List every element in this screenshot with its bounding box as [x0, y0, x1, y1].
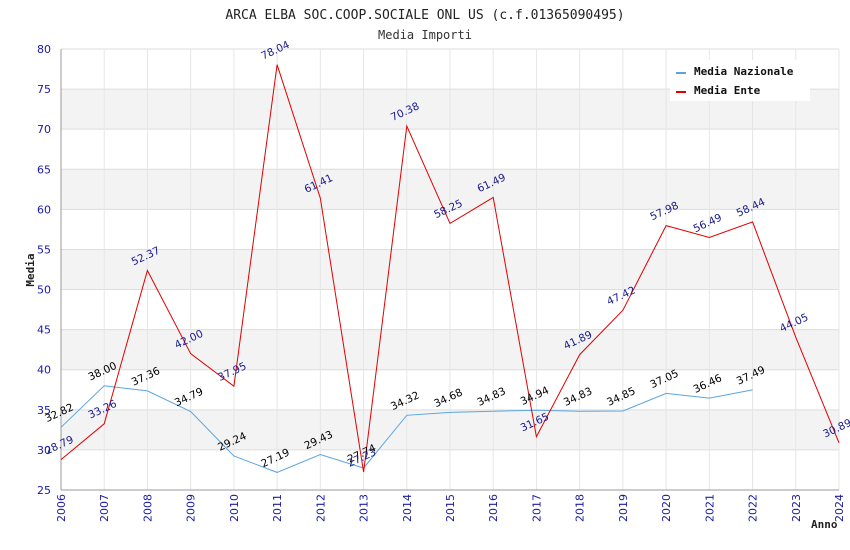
x-tick-label: 2015: [444, 494, 457, 522]
y-axis-label: Media: [24, 253, 37, 286]
x-tick-label: 2017: [530, 494, 543, 522]
y-tick-label: 25: [37, 484, 51, 497]
legend-label-nazionale: Media Nazionale: [694, 65, 794, 78]
data-label: 34.83: [562, 385, 594, 409]
x-tick-label: 2010: [228, 494, 241, 522]
y-tick-label: 30: [37, 444, 51, 457]
series-line-1: [60, 64, 840, 473]
x-tick-labels: 2006 2007 2008 2009 2010 2011 2012 2013 2014 2015…: [55, 494, 846, 522]
data-label: 34.83: [475, 385, 507, 409]
y-tick-label: 75: [37, 83, 51, 96]
legend-box: [670, 60, 810, 101]
x-tick-label: 2007: [98, 494, 111, 522]
chart-subtitle: Media Importi: [378, 28, 472, 42]
x-tick-label: 2023: [790, 494, 803, 522]
y-tick-label: 80: [37, 43, 51, 56]
x-tick-label: 2011: [271, 494, 284, 522]
data-label: 34.94: [519, 384, 552, 408]
y-tick-label: 45: [37, 324, 51, 337]
y-tick-label: 60: [37, 203, 51, 216]
x-tick-label: 2009: [185, 494, 198, 522]
x-tick-label: 2008: [141, 494, 154, 522]
x-tick-label: 2018: [574, 494, 587, 522]
y-tick-label: 70: [37, 123, 51, 136]
y-tick-label: 65: [37, 163, 51, 176]
legend-label-ente: Media Ente: [694, 84, 761, 97]
x-tick-label: 2016: [487, 494, 500, 522]
gridlines: [60, 48, 840, 491]
data-label: 37.05: [648, 368, 680, 392]
y-tick-label: 40: [37, 364, 51, 377]
x-tick-label: 2020: [660, 494, 673, 522]
x-tick-label: 2019: [617, 494, 630, 522]
x-tick-label: 2022: [747, 494, 760, 522]
x-tick-label: 2013: [358, 494, 371, 522]
x-axis-label: Anno: [811, 518, 838, 531]
x-tick-label: 2012: [314, 494, 327, 522]
data-label: 34.79: [173, 386, 205, 410]
y-tick-label: 50: [37, 284, 51, 297]
data-label: 28.79: [43, 434, 75, 458]
series-line-0: [60, 385, 753, 473]
data-label: 36.46: [692, 372, 725, 396]
data-label: 78.04: [259, 39, 292, 63]
data-label: 34.68: [432, 387, 464, 411]
data-label: 56.49: [692, 212, 724, 236]
x-tick-label: 2021: [703, 494, 716, 522]
series-lines: [60, 64, 840, 473]
chart-title: ARCA ELBA SOC.COOP.SOCIALE ONL US (c.f.0…: [225, 8, 624, 23]
axes: [60, 49, 839, 491]
x-tick-label: 2014: [401, 494, 414, 522]
data-label: 34.85: [605, 385, 637, 409]
y-tick-label: 35: [37, 404, 51, 417]
x-tick-label: 2024: [833, 494, 846, 522]
y-tick-label: 55: [37, 243, 51, 256]
legend: Media Nazionale Media Ente: [670, 60, 810, 101]
y-tick-labels: 25 30 35 40 45 50 55 60 65 70 75 80: [37, 43, 51, 497]
x-tick-label: 2006: [55, 494, 68, 522]
